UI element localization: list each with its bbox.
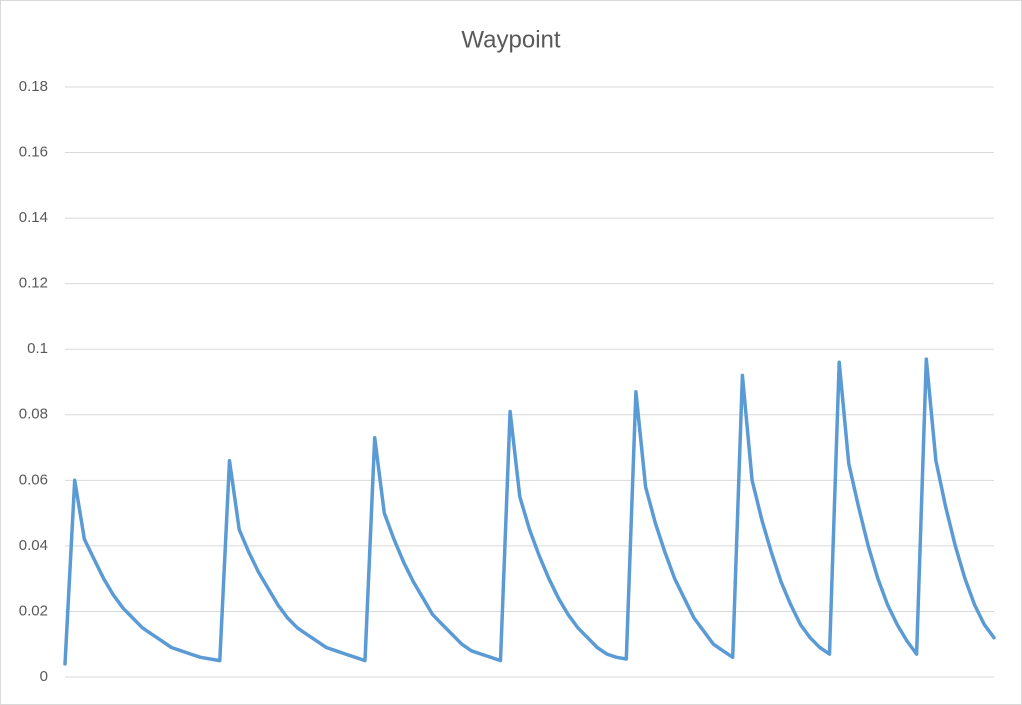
- y-tick-label: 0: [40, 668, 48, 685]
- y-tick-label: 0.1: [27, 340, 48, 357]
- chart-title: Waypoint: [461, 26, 560, 53]
- data-line: [63, 357, 996, 666]
- y-tick-label: 0.08: [19, 406, 48, 423]
- y-tick-label: 0.12: [19, 275, 48, 292]
- y-tick-label: 0.14: [19, 209, 48, 226]
- y-tick-label: 0.06: [19, 471, 48, 488]
- y-tick-label: 0.16: [19, 144, 48, 161]
- y-tick-label: 0.04: [19, 537, 48, 554]
- y-tick-label: 0.02: [19, 602, 48, 619]
- y-tick-label: 0.18: [19, 78, 48, 95]
